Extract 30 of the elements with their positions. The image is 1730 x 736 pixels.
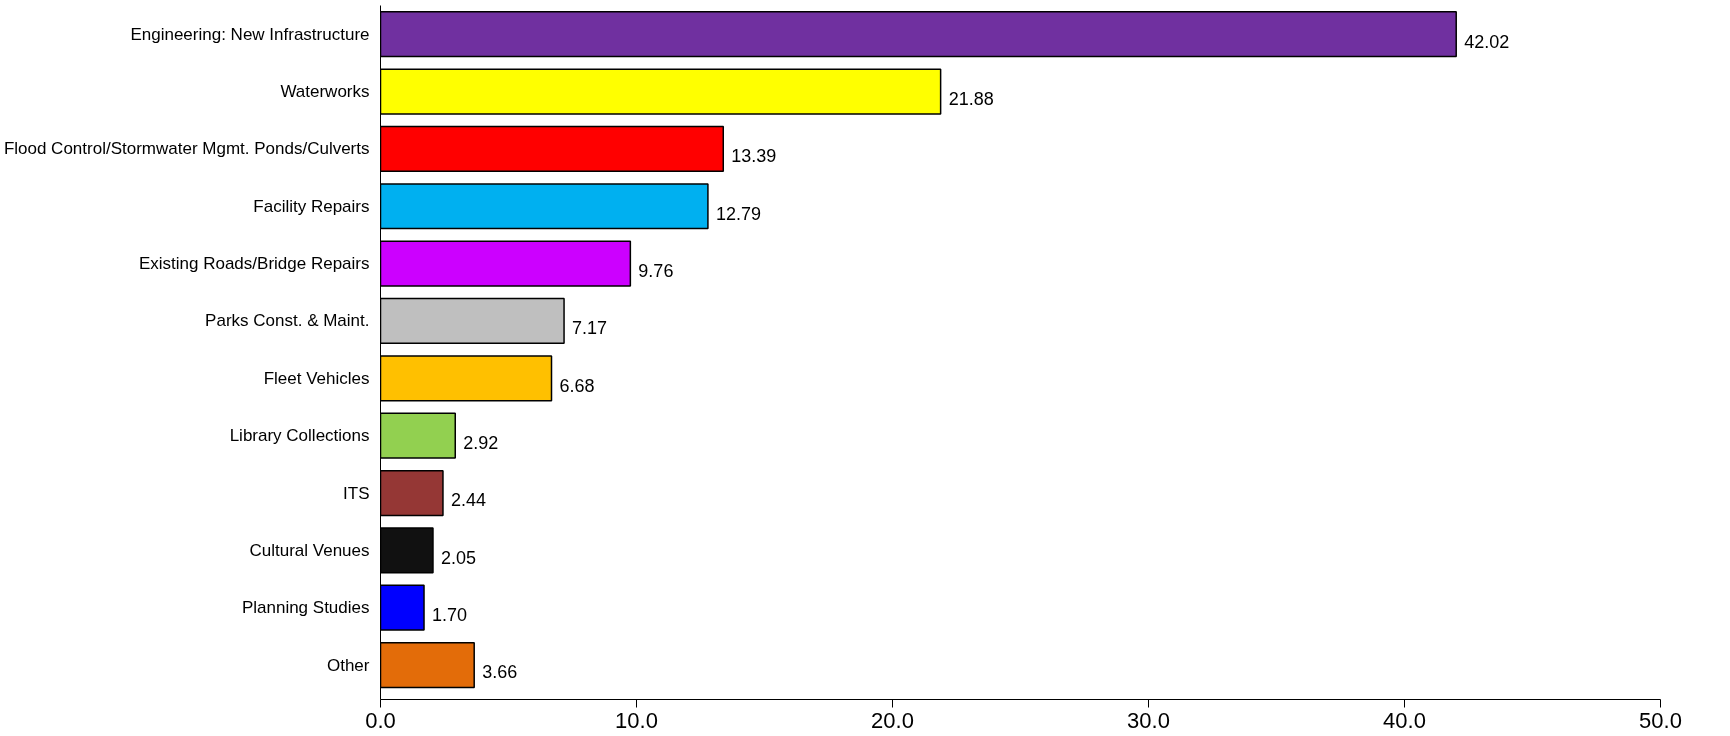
data-label: 6.68 xyxy=(559,375,595,396)
y-tick-label: Library Collections xyxy=(229,426,370,446)
y-tick-label: Fleet Vehicles xyxy=(263,368,370,388)
data-label: 2.92 xyxy=(463,433,499,454)
x-tick-label: 40.0 xyxy=(1383,707,1426,733)
y-tick-label: ITS xyxy=(343,483,370,503)
y-tick-label: Flood Control/Stormwater Mgmt. Ponds/Culverts xyxy=(3,139,370,159)
y-tick-label: Facility Repairs xyxy=(253,196,370,216)
x-tick-label: 20.0 xyxy=(871,707,914,733)
data-label: 42.02 xyxy=(1464,31,1510,52)
y-tick-label: Cultural Venues xyxy=(249,540,370,560)
data-label: 9.76 xyxy=(638,260,674,281)
data-label: 21.88 xyxy=(948,88,994,109)
data-label: 13.39 xyxy=(731,146,777,167)
x-tick-label: 0.0 xyxy=(365,707,396,733)
x-tick-label: 30.0 xyxy=(1127,707,1170,733)
y-tick-label: Parks Const. & Maint. xyxy=(205,311,370,331)
data-label: 1.70 xyxy=(432,605,468,626)
data-label: 12.79 xyxy=(715,203,761,224)
data-label: 3.66 xyxy=(482,662,518,683)
y-tick-label: Engineering: New Infrastructure xyxy=(130,24,370,44)
data-label: 2.44 xyxy=(450,490,487,511)
y-tick-label: Existing Roads/Bridge Repairs xyxy=(138,254,370,274)
data-label: 2.05 xyxy=(440,547,477,568)
x-tick-label: 50.0 xyxy=(1639,707,1682,733)
y-tick-label: Waterworks xyxy=(280,82,370,102)
x-tick-label: 10.0 xyxy=(615,707,658,733)
y-tick-label: Planning Studies xyxy=(241,598,370,618)
y-tick-label: Other xyxy=(326,655,370,675)
data-label: 7.17 xyxy=(572,318,608,339)
